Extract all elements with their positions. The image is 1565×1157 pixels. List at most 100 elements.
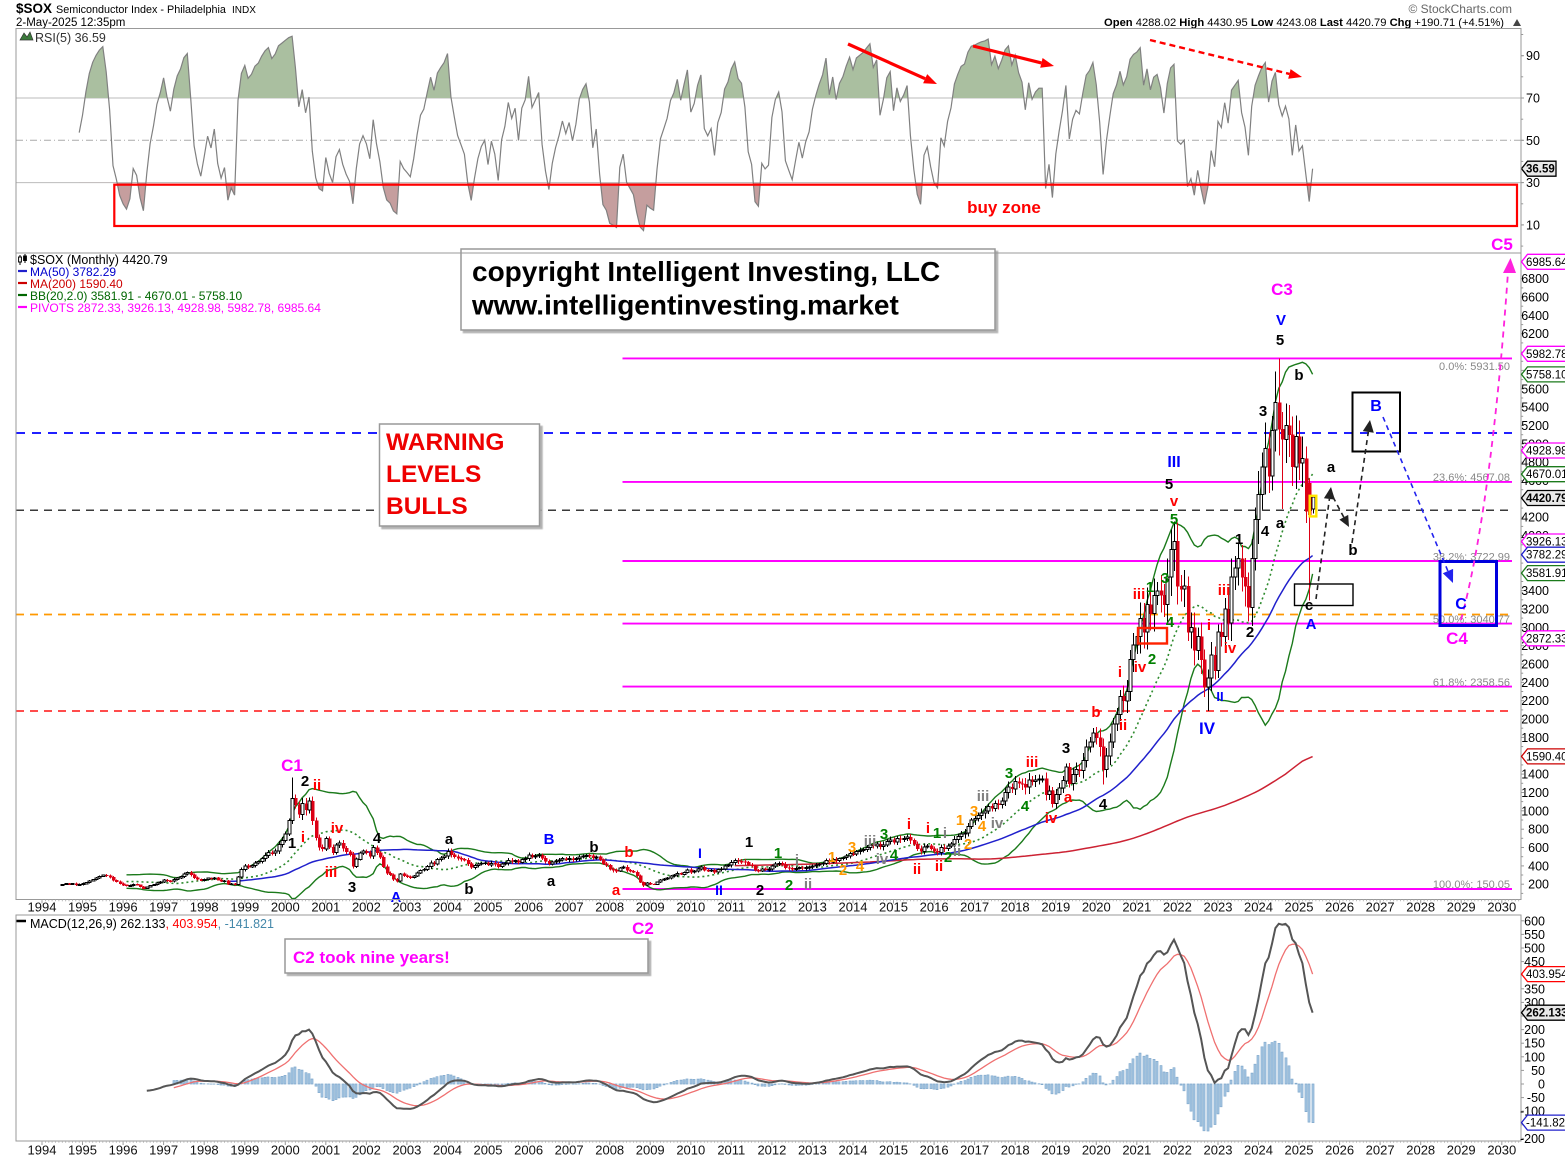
- svg-text:2: 2: [301, 773, 309, 790]
- svg-text:4: 4: [1099, 796, 1108, 813]
- svg-text:2004: 2004: [433, 1143, 462, 1157]
- svg-text:III: III: [1167, 454, 1180, 471]
- svg-text:2001: 2001: [311, 1143, 340, 1157]
- svg-text:c: c: [1305, 597, 1313, 614]
- svg-text:5600: 5600: [1521, 382, 1549, 396]
- svg-text:iv: iv: [991, 815, 1004, 832]
- svg-text:50.0%: 3040.77: 50.0%: 3040.77: [1433, 614, 1510, 626]
- svg-text:6800: 6800: [1521, 272, 1549, 286]
- svg-text:MA(200) 1590.40: MA(200) 1590.40: [30, 277, 123, 291]
- svg-text:2012: 2012: [757, 1143, 786, 1157]
- svg-text:550: 550: [1524, 928, 1545, 942]
- svg-text:iii: iii: [1218, 582, 1231, 599]
- svg-text:2018: 2018: [1001, 1143, 1030, 1157]
- svg-text:$SOX (Monthly) 4420.79: $SOX (Monthly) 4420.79: [30, 253, 168, 267]
- svg-text:5758.10: 5758.10: [1526, 369, 1565, 381]
- svg-text:1: 1: [774, 845, 782, 862]
- svg-text:50: 50: [1531, 1064, 1545, 1078]
- svg-text:2021: 2021: [1122, 1143, 1151, 1157]
- svg-text:400: 400: [1528, 859, 1549, 873]
- svg-text:1994: 1994: [28, 1143, 57, 1157]
- svg-text:LEVELS: LEVELS: [386, 461, 481, 488]
- svg-text:i: i: [907, 816, 911, 833]
- svg-text:2023: 2023: [1204, 1143, 1233, 1157]
- svg-text:1996: 1996: [109, 900, 138, 915]
- svg-text:IV: IV: [1199, 719, 1216, 738]
- svg-text:100.0%: 150.05: 100.0%: 150.05: [1433, 879, 1510, 891]
- svg-text:1: 1: [745, 834, 753, 851]
- svg-text:2018: 2018: [1001, 900, 1030, 915]
- svg-text:2029: 2029: [1447, 900, 1476, 915]
- svg-text:1: 1: [828, 849, 836, 866]
- svg-text:2: 2: [1246, 624, 1254, 641]
- svg-text:C2 took nine years!: C2 took nine years!: [293, 948, 450, 967]
- svg-text:b: b: [1091, 704, 1100, 721]
- svg-text:2007: 2007: [555, 900, 584, 915]
- svg-text:2021: 2021: [1122, 900, 1151, 915]
- svg-text:2000: 2000: [271, 900, 300, 915]
- svg-text:2008: 2008: [595, 1143, 624, 1157]
- svg-text:-50: -50: [1527, 1091, 1545, 1105]
- svg-text:iv: iv: [1224, 640, 1237, 657]
- svg-text:i: i: [301, 829, 305, 846]
- svg-text:2004: 2004: [433, 900, 462, 915]
- svg-text:50: 50: [1526, 134, 1540, 148]
- svg-text:2: 2: [1148, 651, 1156, 668]
- svg-text:V: V: [1276, 312, 1286, 329]
- svg-text:3200: 3200: [1521, 603, 1549, 617]
- svg-text:i: i: [1207, 617, 1211, 634]
- svg-text:II: II: [1216, 689, 1223, 704]
- svg-text:4928.98: 4928.98: [1526, 446, 1565, 458]
- svg-text:2019: 2019: [1041, 900, 1070, 915]
- svg-text:4420.79: 4420.79: [1526, 493, 1565, 505]
- svg-text:3: 3: [1005, 765, 1013, 782]
- svg-text:2028: 2028: [1406, 1143, 1435, 1157]
- svg-text:2: 2: [785, 877, 793, 894]
- svg-text:4: 4: [890, 847, 899, 864]
- svg-text:3400: 3400: [1521, 584, 1549, 598]
- svg-text:1: 1: [1146, 579, 1154, 596]
- svg-text:i: i: [1118, 664, 1122, 681]
- svg-text:2016: 2016: [920, 900, 949, 915]
- svg-text:a: a: [445, 831, 454, 848]
- svg-text:Semiconductor Index - Philadel: Semiconductor Index - Philadelphia: [56, 4, 226, 16]
- svg-text:2872.33: 2872.33: [1526, 633, 1565, 645]
- svg-text:i: i: [926, 820, 930, 837]
- svg-text:2: 2: [964, 836, 972, 853]
- svg-text:2: 2: [839, 862, 847, 879]
- svg-text:150: 150: [1524, 1037, 1545, 1051]
- svg-text:1: 1: [1235, 531, 1243, 548]
- svg-text:1996: 1996: [109, 1143, 138, 1157]
- svg-text:5982.78: 5982.78: [1526, 349, 1565, 361]
- svg-text:500: 500: [1524, 942, 1545, 956]
- svg-text:C2: C2: [632, 919, 654, 938]
- svg-text:ii: ii: [1119, 717, 1127, 734]
- svg-text:2006: 2006: [514, 1143, 543, 1157]
- svg-text:Open 4288.02 High 4430.95 Low: Open 4288.02 High 4430.95 Low 4243.08 La…: [1104, 17, 1504, 29]
- svg-text:www.intelligentinvesting.marke: www.intelligentinvesting.market: [471, 290, 899, 321]
- svg-text:3: 3: [348, 879, 356, 896]
- svg-text:2016: 2016: [920, 1143, 949, 1157]
- svg-text:2022: 2022: [1163, 1143, 1192, 1157]
- svg-text:buy zone: buy zone: [967, 198, 1041, 217]
- svg-text:1000: 1000: [1521, 804, 1549, 818]
- svg-text:2015: 2015: [879, 1143, 908, 1157]
- svg-text:-141.821: -141.821: [1526, 1118, 1565, 1130]
- svg-text:2017: 2017: [960, 1143, 989, 1157]
- svg-text:1590.40: 1590.40: [1526, 751, 1565, 763]
- svg-text:6600: 6600: [1521, 291, 1549, 305]
- svg-text:iv: iv: [1134, 659, 1147, 676]
- svg-text:2015: 2015: [879, 900, 908, 915]
- svg-text:2014: 2014: [839, 1143, 868, 1157]
- svg-text:403.954: 403.954: [1526, 969, 1565, 981]
- svg-text:II: II: [715, 882, 723, 898]
- svg-text:PIVOTS 2872.33, 3926.13, 4928.: PIVOTS 2872.33, 3926.13, 4928.98, 5982.7…: [30, 301, 321, 315]
- svg-text:ii: ii: [935, 858, 943, 875]
- svg-text:1999: 1999: [230, 900, 259, 915]
- svg-text:2025: 2025: [1285, 1143, 1314, 1157]
- svg-text:a: a: [1276, 515, 1285, 532]
- svg-text:2400: 2400: [1521, 676, 1549, 690]
- svg-text:ii: ii: [953, 843, 961, 860]
- svg-text:3782.29: 3782.29: [1526, 550, 1565, 562]
- svg-text:1999: 1999: [230, 1143, 259, 1157]
